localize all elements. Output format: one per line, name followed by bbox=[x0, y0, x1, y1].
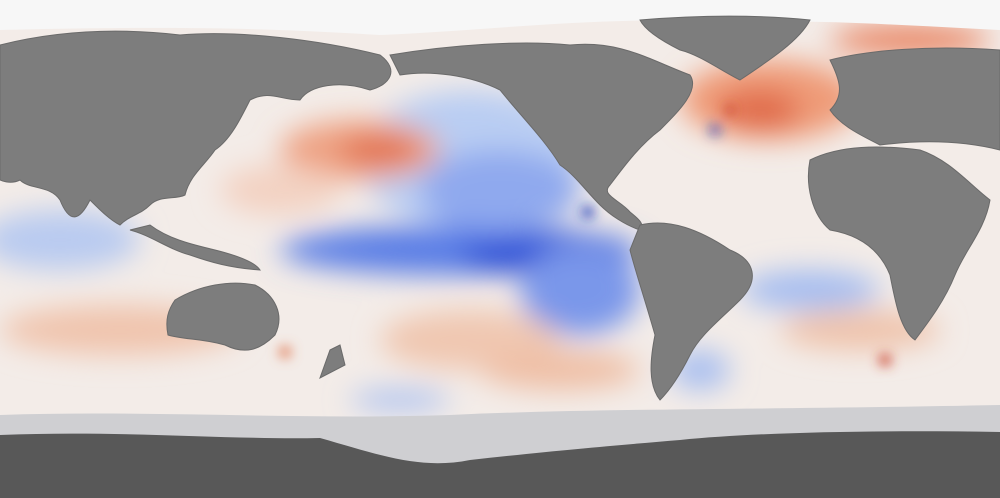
south-america bbox=[629, 222, 753, 401]
anomaly-field bbox=[0, 25, 990, 410]
north-america bbox=[389, 42, 694, 231]
new-zealand bbox=[319, 344, 346, 380]
antarctica bbox=[0, 431, 1000, 498]
africa bbox=[807, 146, 991, 341]
asia bbox=[0, 30, 392, 226]
indonesia bbox=[129, 224, 261, 271]
arctic-ice bbox=[0, 0, 1000, 35]
europe bbox=[829, 47, 1000, 151]
anomaly-spots bbox=[279, 105, 891, 366]
greenland bbox=[639, 15, 811, 81]
australia bbox=[166, 282, 280, 351]
